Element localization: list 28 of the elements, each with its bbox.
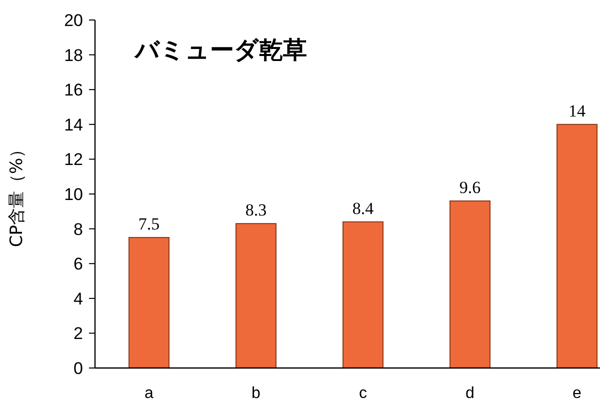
x-tick-label: d [466,385,474,402]
x-tick-label: a [144,385,154,402]
bar [450,200,490,368]
data-label: 8.4 [352,198,374,218]
y-tick-label: 4 [74,289,83,308]
bar [236,223,276,368]
bar [556,124,598,368]
data-label: 9.6 [459,178,481,197]
text: バミューダ乾草 [133,36,307,64]
y-tick-label: 20 [64,10,83,30]
data-label: 7.5 [138,214,160,234]
x-tick-label: c [359,385,367,402]
y-tick-label: 2 [74,324,83,344]
bar [342,221,384,368]
y-tick-label: 12 [64,150,83,170]
y-tick-label: 14 [64,115,83,134]
bar [128,237,170,368]
data-label: 14 [568,101,586,120]
y-tick-label: 8 [74,220,83,239]
data-label: 8.3 [245,200,267,220]
y-tick-label: 10 [64,184,83,204]
x-tick-label: b [252,385,261,402]
y-tick-label: 0 [74,358,83,378]
y-axis-title: CP含量（%） [7,140,27,248]
y-tick-label: 16 [64,80,83,100]
y-tick-label: 6 [74,254,83,274]
x-tick-label: e [572,385,582,402]
y-tick-label: 18 [64,46,83,65]
